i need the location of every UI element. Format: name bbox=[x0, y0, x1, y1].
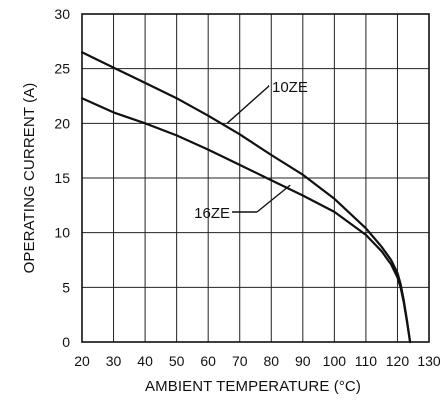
y-tick-label-15: 15 bbox=[54, 170, 70, 186]
y-axis-title: OPERATING CURRENT (A) bbox=[21, 83, 38, 274]
y-tick-label-30: 30 bbox=[54, 6, 70, 22]
x-tick-label-100: 100 bbox=[323, 353, 347, 369]
x-tick-label-80: 80 bbox=[263, 353, 279, 369]
y-tick-label-0: 0 bbox=[62, 334, 70, 350]
grid-layer bbox=[82, 14, 429, 342]
x-tick-label-120: 120 bbox=[386, 353, 410, 369]
frame-layer bbox=[81, 13, 430, 343]
x-tick-label-30: 30 bbox=[106, 353, 122, 369]
callout-leader-16ze bbox=[256, 184, 291, 213]
y-tick-label-25: 25 bbox=[54, 61, 70, 77]
y-tick-label-10: 10 bbox=[54, 225, 70, 241]
y-tick-label-20: 20 bbox=[54, 115, 70, 131]
plot-frame bbox=[81, 13, 430, 343]
series-layer bbox=[80, 51, 412, 344]
x-tick-label-110: 110 bbox=[355, 353, 378, 369]
tick-label-layer: 20 30 40 50 60 70 80 90 100 110 120 130 0 5 10 15 20 25 30 bbox=[54, 6, 440, 369]
x-axis-title: AMBIENT TEMPERATURE (°C) bbox=[145, 378, 361, 395]
x-tick-label-130: 130 bbox=[417, 353, 440, 369]
callout-leader-10ze bbox=[226, 85, 270, 124]
x-tick-label-20: 20 bbox=[74, 353, 90, 369]
series-line-16ze bbox=[80, 97, 412, 344]
annotation-layer: 10ZE 16ZE bbox=[194, 79, 308, 222]
x-tick-label-70: 70 bbox=[232, 353, 248, 369]
x-tick-label-40: 40 bbox=[137, 353, 153, 369]
x-tick-label-60: 60 bbox=[200, 353, 216, 369]
x-tick-label-50: 50 bbox=[169, 353, 185, 369]
series-line-10ze bbox=[80, 51, 412, 344]
series-label-10ze: 10ZE bbox=[272, 79, 308, 96]
x-tick-label-90: 90 bbox=[295, 353, 311, 369]
y-tick-label-5: 5 bbox=[62, 279, 70, 295]
series-label-16ze: 16ZE bbox=[194, 205, 230, 222]
